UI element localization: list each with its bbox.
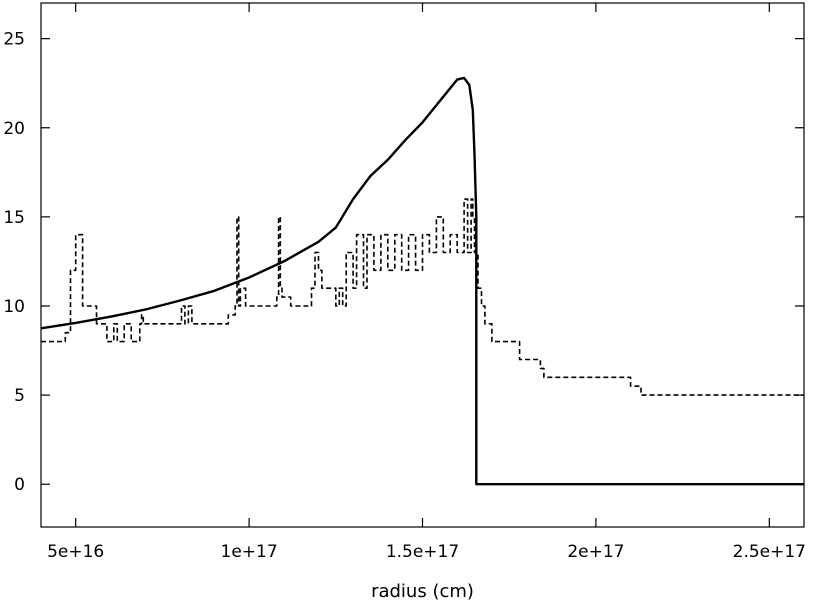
series-layer bbox=[40, 76, 804, 486]
y-tick-label: 15 bbox=[3, 208, 25, 228]
axis-ticks: 5e+16 1e+17 1.5e+17 2e+17 2.5e+17 0 5 10 15 20 25 bbox=[3, 3, 806, 562]
x-tick-label: 1.5e+17 bbox=[386, 542, 459, 562]
y-tick-label: 25 bbox=[3, 30, 25, 50]
x-tick-label: 2e+17 bbox=[567, 542, 624, 562]
y-tick-label: 20 bbox=[3, 119, 25, 139]
x-tick-label: 5e+16 bbox=[47, 542, 104, 562]
x-tick-label: 1e+17 bbox=[221, 542, 278, 562]
series-line-solid bbox=[40, 76, 804, 486]
plot-frame bbox=[40, 2, 805, 528]
y-tick-label: 10 bbox=[3, 297, 25, 317]
series-line-dashed bbox=[41, 198, 804, 396]
y-tick-label: 0 bbox=[14, 475, 25, 495]
x-tick-label: 2.5e+17 bbox=[733, 542, 806, 562]
y-tick-label: 5 bbox=[14, 386, 25, 406]
x-axis-title: radius (cm) bbox=[371, 581, 474, 602]
